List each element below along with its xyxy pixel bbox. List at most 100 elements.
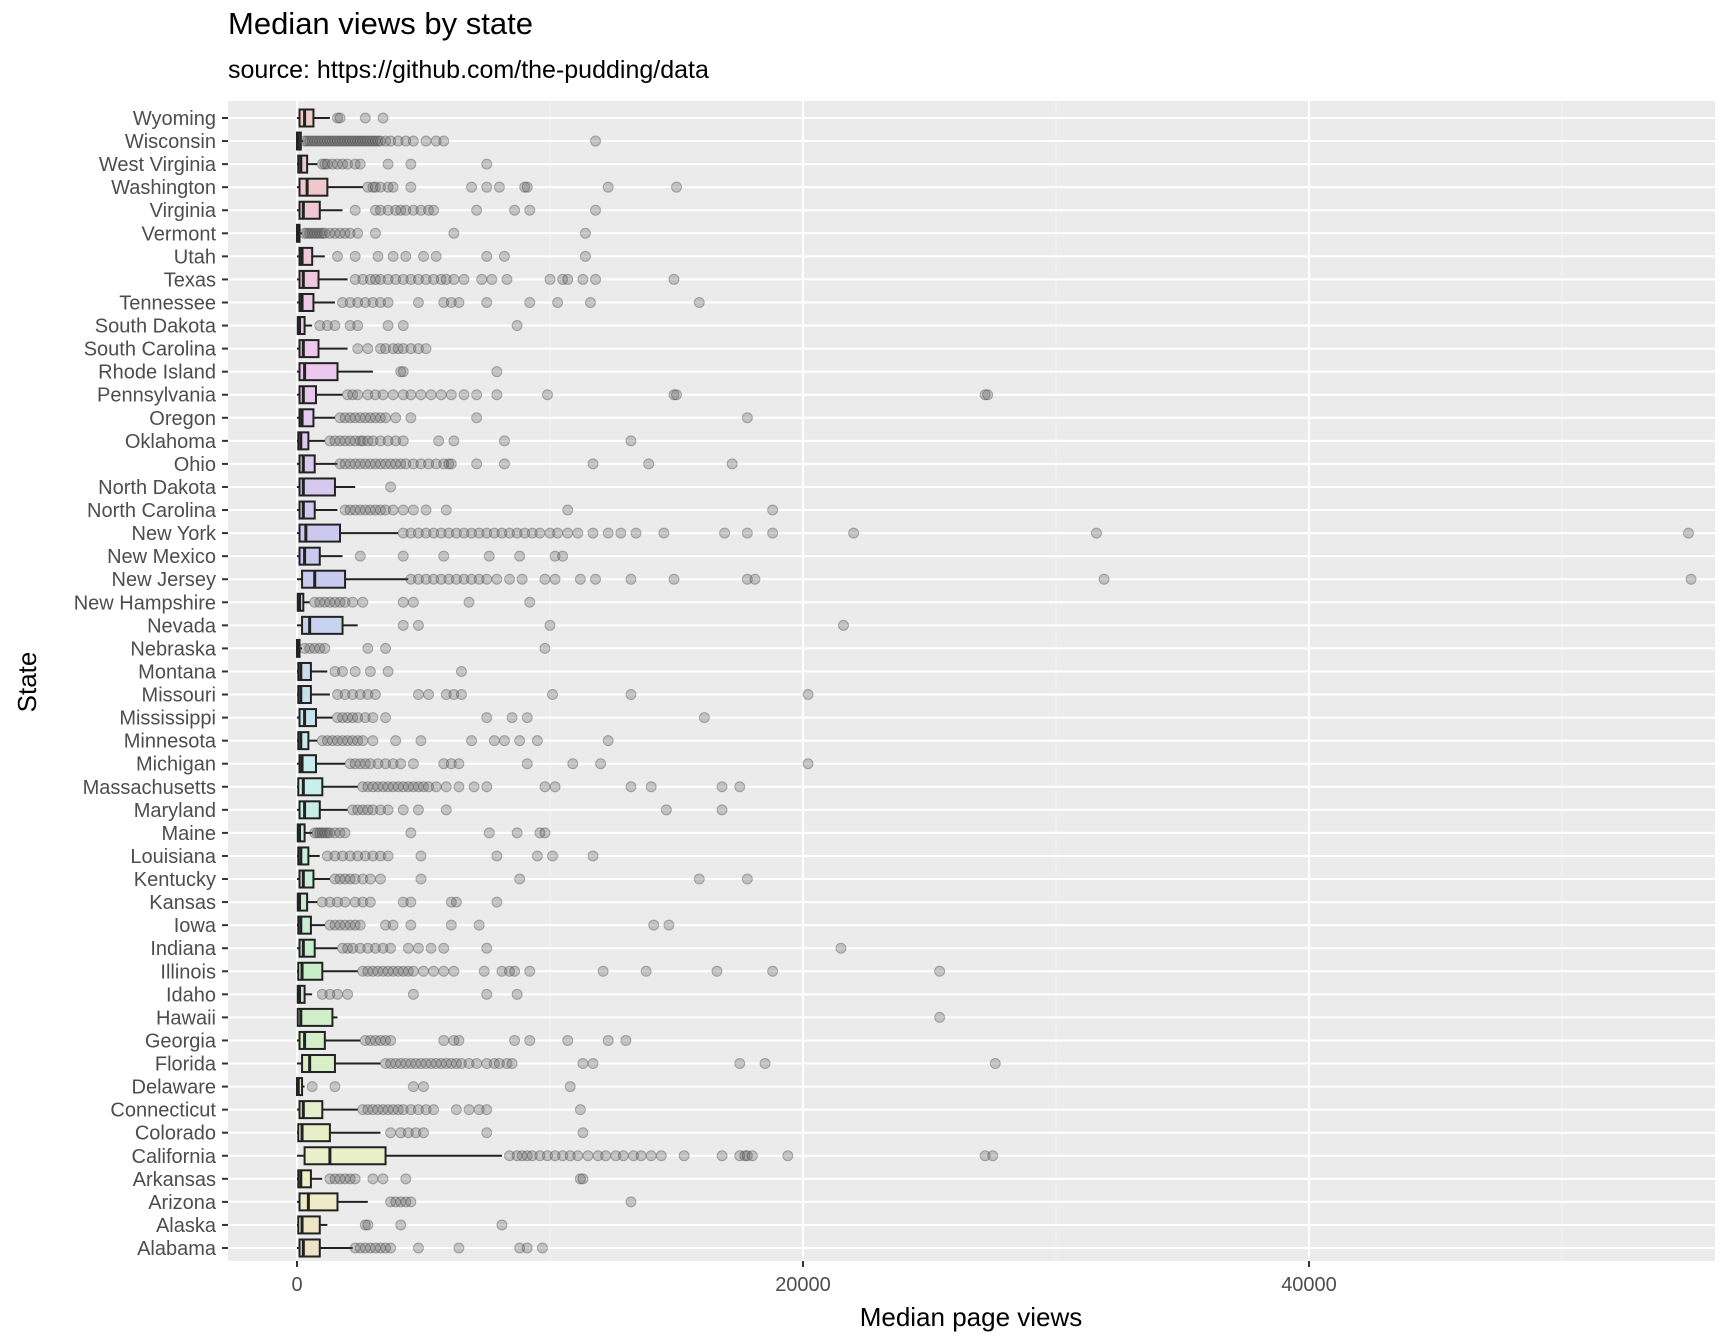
outlier-point	[357, 273, 369, 285]
box-hawaii	[296, 1007, 946, 1027]
outlier-point	[767, 504, 779, 516]
outlier-point	[602, 181, 614, 193]
outlier-point	[455, 1058, 467, 1070]
box-michigan	[297, 754, 814, 774]
box-kentucky	[297, 869, 753, 889]
outlier-point	[334, 458, 346, 470]
outlier-point	[645, 781, 657, 793]
outlier-point	[316, 896, 328, 908]
box-illinois	[297, 961, 946, 981]
outlier-point	[630, 527, 642, 539]
box-nevada	[297, 615, 849, 635]
outlier-point	[321, 135, 333, 147]
outlier-point	[547, 689, 559, 701]
outlier-point	[374, 135, 386, 147]
box-iqr	[298, 477, 336, 497]
outlier-point	[324, 227, 336, 239]
outlier-point	[671, 389, 682, 401]
y-tick-label: Arizona	[148, 1192, 217, 1214]
outlier-point	[395, 366, 407, 378]
outlier-point	[572, 1150, 584, 1162]
outlier-point	[385, 1196, 397, 1208]
outlier-point	[549, 1150, 561, 1162]
outlier-point	[374, 850, 386, 862]
outlier-point	[473, 527, 485, 539]
outlier-point	[344, 435, 356, 447]
outlier-point	[359, 758, 371, 770]
outlier-point	[316, 988, 328, 1000]
outlier-point	[660, 804, 672, 816]
y-tick-label: South Carolina	[84, 339, 217, 361]
outlier-point	[387, 250, 399, 262]
outlier-point	[438, 942, 450, 954]
outlier-point	[443, 458, 455, 470]
outlier-point	[369, 689, 381, 701]
outlier-point	[455, 665, 467, 677]
outlier-point	[349, 158, 361, 170]
box-iqr	[298, 754, 317, 774]
outlier-point	[354, 135, 366, 147]
outlier-point	[463, 1104, 475, 1116]
outlier-point	[397, 804, 409, 816]
outlier-point	[420, 573, 432, 585]
outlier-point	[420, 343, 432, 355]
outlier-point	[435, 527, 447, 539]
outlier-point	[397, 781, 409, 793]
outlier-point	[547, 850, 559, 862]
box-iqr	[303, 1146, 387, 1166]
outlier-point	[357, 965, 369, 977]
outlier-point	[668, 389, 680, 401]
outlier-point	[987, 1150, 999, 1162]
outlier-point	[392, 1104, 404, 1116]
box-minnesota	[297, 731, 614, 751]
outlier-point	[331, 712, 343, 724]
box-new-hampshire	[296, 592, 536, 612]
y-tick-label: Alabama	[137, 1238, 217, 1260]
outlier-point	[347, 712, 359, 724]
outlier-point	[344, 873, 356, 885]
box-pennsylvania	[297, 385, 994, 405]
outlier-point	[362, 135, 374, 147]
outlier-point	[357, 596, 369, 608]
outlier-point	[352, 389, 364, 401]
outlier-point	[643, 458, 655, 470]
outlier-point	[514, 1242, 526, 1254]
outlier-point	[319, 227, 331, 239]
outlier-point	[405, 827, 417, 839]
outlier-point	[397, 366, 409, 378]
outlier-point	[934, 965, 946, 977]
outlier-point	[309, 642, 321, 654]
outlier-point	[397, 596, 409, 608]
outlier-point	[534, 527, 546, 539]
outlier-point	[377, 942, 389, 954]
outlier-point	[339, 919, 351, 931]
outlier-point	[387, 343, 399, 355]
outlier-point	[400, 204, 412, 216]
outlier-point	[311, 827, 323, 839]
outlier-point	[463, 1058, 475, 1070]
outlier-point	[577, 1127, 589, 1139]
outlier-point	[397, 320, 409, 332]
outlier-point	[440, 804, 452, 816]
outlier-point	[339, 227, 351, 239]
outlier-point	[481, 296, 493, 308]
outlier-point	[349, 919, 361, 931]
y-tick-label: Indiana	[150, 938, 216, 960]
outlier-point	[354, 504, 366, 516]
box-georgia	[297, 1030, 632, 1050]
box-colorado	[297, 1123, 589, 1143]
outlier-point	[587, 527, 599, 539]
outlier-point	[354, 435, 366, 447]
outlier-point	[412, 689, 424, 701]
outlier-point	[741, 1150, 753, 1162]
outlier-point	[400, 135, 412, 147]
outlier-point	[354, 919, 366, 931]
outlier-point	[357, 1104, 369, 1116]
y-tick-label: Maryland	[134, 800, 216, 822]
outlier-point	[782, 1150, 794, 1162]
outlier-point	[395, 1219, 407, 1231]
outlier-point	[354, 458, 366, 470]
outlier-point	[648, 919, 660, 931]
y-tick-label: Illinois	[160, 961, 216, 983]
outlier-point	[473, 1104, 485, 1116]
